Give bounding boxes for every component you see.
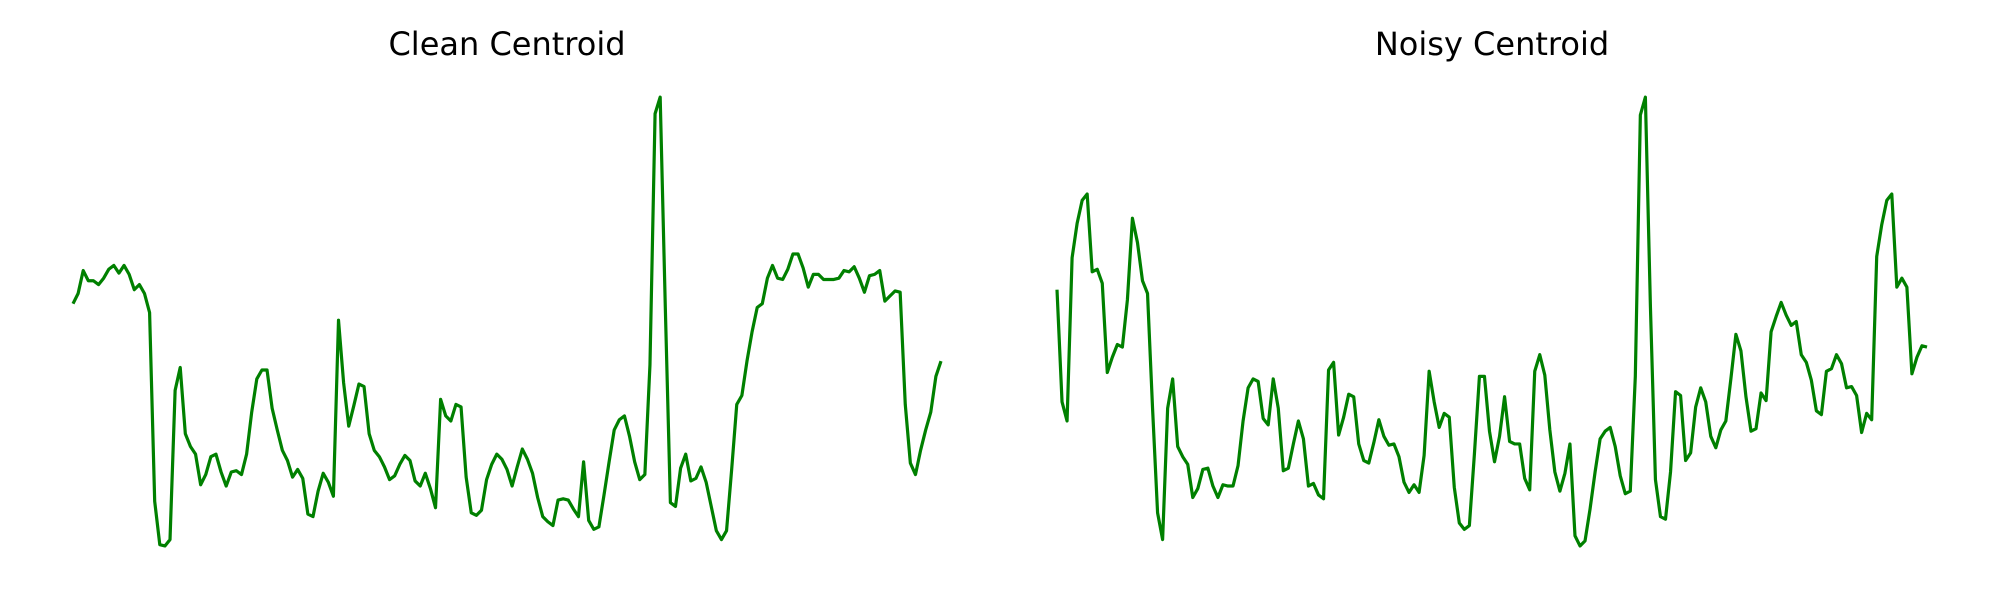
data-line xyxy=(71,95,943,548)
chart-title: Noisy Centroid xyxy=(1375,25,1609,63)
chart-title: Clean Centroid xyxy=(388,25,625,63)
data-line xyxy=(1055,95,1928,548)
